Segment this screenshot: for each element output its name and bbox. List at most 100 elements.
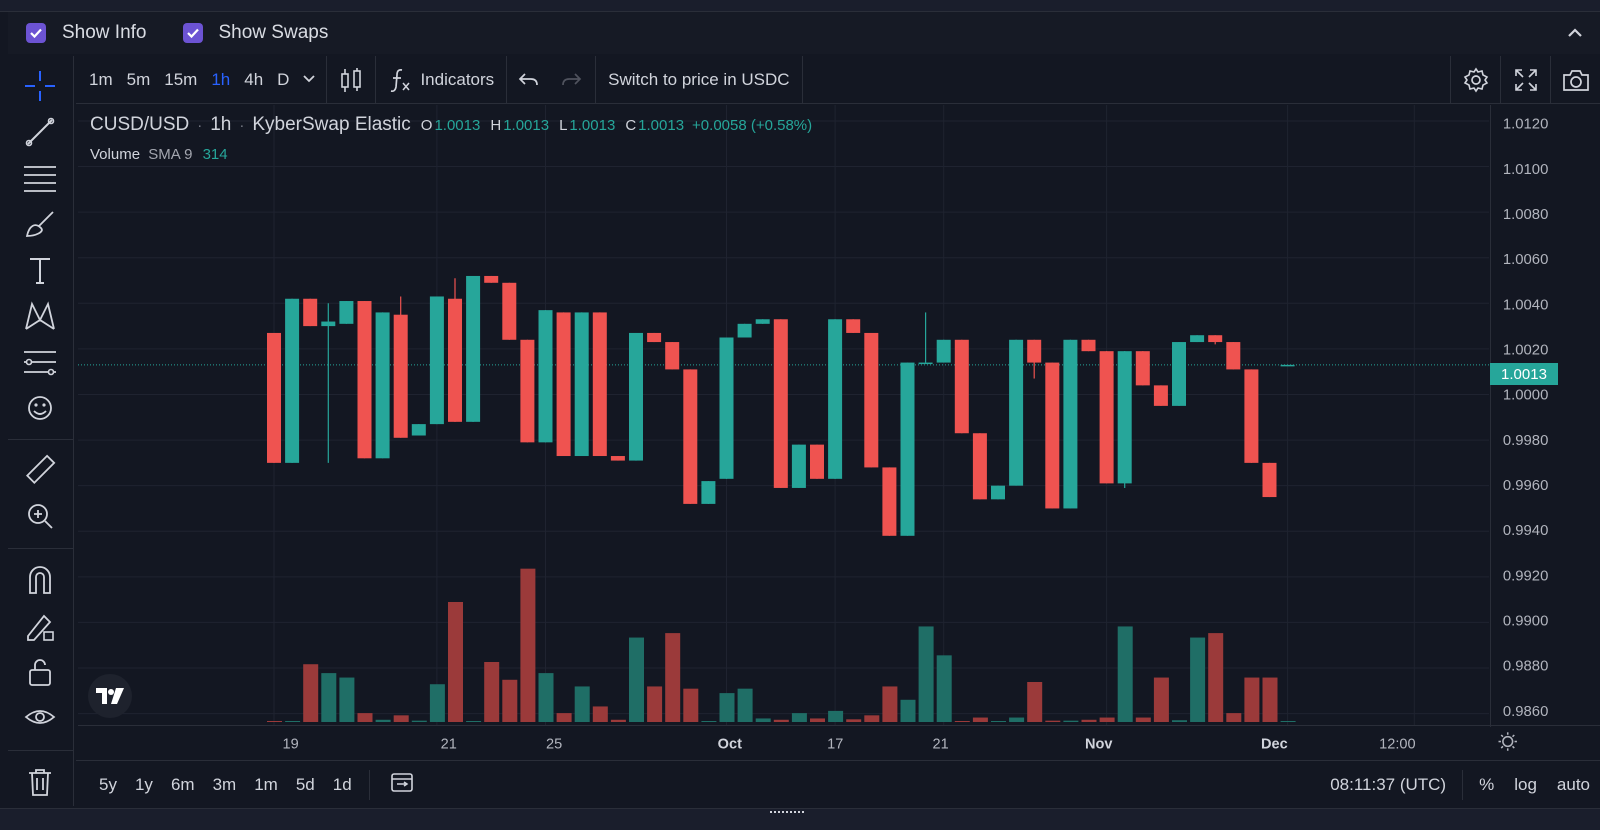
zoom-in-icon[interactable] bbox=[22, 498, 58, 534]
range-1d[interactable]: 1d bbox=[332, 774, 352, 794]
show-info-checkbox[interactable]: Show Info bbox=[26, 22, 147, 44]
chevron-up-icon[interactable] bbox=[1564, 22, 1586, 44]
candle-body[interactable] bbox=[429, 296, 444, 425]
price-axis[interactable]: 1.0120 1.0100 1.0080 1.0060 1.0040 1.0020 1.00… bbox=[1490, 105, 1600, 727]
candle-body[interactable] bbox=[647, 332, 662, 343]
range-3m[interactable]: 3m bbox=[212, 774, 237, 794]
candle-body[interactable] bbox=[538, 310, 553, 443]
range-6m[interactable]: 6m bbox=[170, 774, 195, 794]
candle-body[interactable] bbox=[972, 433, 987, 500]
candle-body[interactable] bbox=[846, 319, 861, 333]
symbol-name[interactable]: CUSD/USD bbox=[90, 114, 190, 135]
text-tool-icon[interactable] bbox=[22, 252, 58, 288]
magnet-icon[interactable] bbox=[22, 562, 58, 598]
timeframe-1h[interactable]: 1h bbox=[211, 69, 231, 89]
price-chart[interactable] bbox=[78, 105, 1489, 725]
prediction-tool-icon[interactable] bbox=[22, 344, 58, 380]
candle-body[interactable] bbox=[1280, 364, 1295, 367]
candle-body[interactable] bbox=[1226, 342, 1241, 370]
candle-body[interactable] bbox=[1045, 362, 1060, 509]
candle-body[interactable] bbox=[954, 339, 969, 434]
redo-button[interactable] bbox=[549, 56, 595, 104]
chevron-down-icon[interactable] bbox=[296, 71, 326, 89]
candle-body[interactable] bbox=[629, 332, 643, 461]
candle-body[interactable] bbox=[303, 298, 318, 327]
candle-body[interactable] bbox=[556, 312, 571, 457]
candle-body[interactable] bbox=[1117, 351, 1132, 484]
candle-body[interactable] bbox=[1081, 339, 1096, 352]
axis-settings-icon[interactable] bbox=[1498, 732, 1517, 751]
candle-body[interactable] bbox=[1009, 339, 1024, 486]
timeframe-4h[interactable]: 4h bbox=[244, 69, 264, 89]
candle-body[interactable] bbox=[882, 467, 897, 536]
gear-icon[interactable] bbox=[1450, 56, 1500, 104]
fib-retracement-icon[interactable] bbox=[22, 160, 58, 196]
eye-icon[interactable] bbox=[22, 700, 58, 736]
range-1y[interactable]: 1y bbox=[134, 774, 153, 794]
lock-drawing-icon[interactable] bbox=[22, 608, 58, 644]
show-swaps-checkbox[interactable]: Show Swaps bbox=[182, 22, 328, 44]
candle-body[interactable] bbox=[357, 301, 372, 459]
candle-body[interactable] bbox=[466, 275, 481, 422]
utc-clock[interactable]: 08:11:37 (UTC) bbox=[1330, 775, 1447, 794]
candles-type-button[interactable] bbox=[327, 56, 375, 104]
emoji-icon[interactable] bbox=[22, 390, 58, 426]
candle-body[interactable] bbox=[810, 444, 824, 479]
candle-body[interactable] bbox=[574, 312, 589, 457]
candle-body[interactable] bbox=[864, 332, 879, 468]
candle-body[interactable] bbox=[1190, 335, 1205, 343]
ruler-icon[interactable] bbox=[22, 452, 58, 488]
tradingview-logo[interactable] bbox=[88, 674, 132, 718]
timeframe-5m[interactable]: 5m bbox=[126, 69, 151, 89]
range-1m[interactable]: 1m bbox=[254, 774, 278, 794]
candle-body[interactable] bbox=[321, 321, 336, 327]
fullscreen-icon[interactable] bbox=[1500, 56, 1550, 104]
trend-line-icon[interactable] bbox=[22, 114, 58, 150]
pattern-tool-icon[interactable] bbox=[22, 298, 58, 334]
candle-body[interactable] bbox=[1262, 462, 1277, 498]
candle-body[interactable] bbox=[1172, 342, 1186, 406]
candle-body[interactable] bbox=[375, 312, 390, 459]
candle-body[interactable] bbox=[285, 298, 300, 463]
candle-body[interactable] bbox=[791, 444, 806, 488]
candle-body[interactable] bbox=[737, 323, 752, 338]
candle-body[interactable] bbox=[339, 301, 354, 324]
candle-body[interactable] bbox=[1099, 351, 1114, 484]
candle-body[interactable] bbox=[610, 456, 625, 461]
candle-body[interactable] bbox=[1063, 339, 1078, 509]
timeframe-15m[interactable]: 15m bbox=[164, 69, 198, 89]
candle-body[interactable] bbox=[936, 339, 951, 363]
candle-body[interactable] bbox=[1208, 335, 1223, 343]
candle-body[interactable] bbox=[502, 282, 517, 340]
candle-body[interactable] bbox=[1027, 339, 1042, 363]
resize-handle[interactable] bbox=[0, 808, 1600, 830]
candle-body[interactable] bbox=[267, 332, 281, 463]
candle-body[interactable] bbox=[828, 319, 843, 479]
candle-body[interactable] bbox=[918, 362, 933, 365]
timeframe-1m[interactable]: 1m bbox=[89, 69, 113, 89]
percent-scale-toggle[interactable]: % bbox=[1479, 775, 1495, 794]
camera-icon[interactable] bbox=[1550, 56, 1600, 104]
crosshair-icon[interactable] bbox=[22, 68, 58, 104]
log-scale-toggle[interactable]: log bbox=[1514, 775, 1537, 794]
candle-body[interactable] bbox=[701, 481, 716, 504]
brush-icon[interactable] bbox=[22, 206, 58, 242]
unlock-icon[interactable] bbox=[22, 654, 58, 690]
candle-body[interactable] bbox=[1135, 351, 1150, 386]
candle-body[interactable] bbox=[484, 275, 499, 283]
candle-body[interactable] bbox=[991, 485, 1005, 500]
candle-body[interactable] bbox=[665, 342, 680, 370]
date-range-icon[interactable] bbox=[378, 771, 426, 798]
candle-body[interactable] bbox=[520, 339, 535, 443]
timeframe-D[interactable]: D bbox=[277, 69, 290, 89]
candle-body[interactable] bbox=[448, 298, 462, 422]
candle-body[interactable] bbox=[773, 319, 788, 488]
candle-body[interactable] bbox=[900, 362, 915, 536]
switch-price-button[interactable]: Switch to price in USDC bbox=[596, 56, 801, 104]
candle-body[interactable] bbox=[592, 312, 607, 457]
undo-button[interactable] bbox=[507, 56, 549, 104]
candle-body[interactable] bbox=[683, 369, 698, 504]
indicators-button[interactable]: Indicators bbox=[376, 56, 506, 104]
time-axis[interactable]: 19 21 25 Oct 17 21 Nov Dec 12:00 bbox=[78, 725, 1600, 759]
candle-body[interactable] bbox=[1153, 385, 1168, 406]
